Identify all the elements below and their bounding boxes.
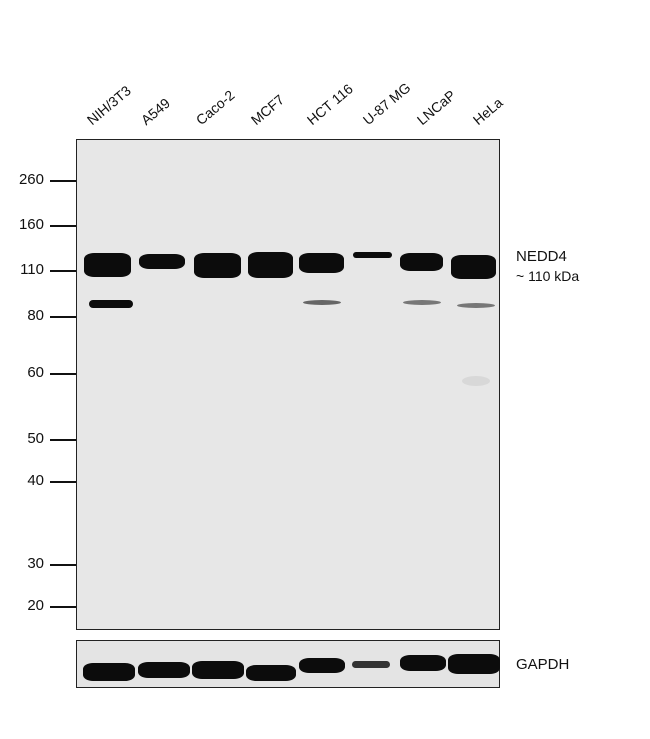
gapdh-blot bbox=[76, 640, 500, 688]
marker-260: 260 bbox=[18, 171, 44, 188]
tick-160 bbox=[50, 225, 76, 227]
gapdh-band-u87mg bbox=[352, 661, 390, 668]
tick-260 bbox=[50, 180, 76, 182]
loading-control-label: GAPDH bbox=[516, 656, 570, 673]
band-mcf7 bbox=[248, 252, 293, 278]
minor-band-hela bbox=[457, 303, 495, 308]
gapdh-band-hela bbox=[448, 654, 500, 674]
tick-40 bbox=[50, 481, 76, 483]
marker-50: 50 bbox=[27, 430, 44, 447]
marker-30: 30 bbox=[27, 555, 44, 572]
band-u87mg bbox=[353, 252, 392, 258]
band-nih3t3 bbox=[84, 253, 131, 277]
band-hct116 bbox=[299, 253, 344, 273]
marker-110: 110 bbox=[20, 261, 44, 278]
gapdh-band-nih3t3 bbox=[83, 663, 135, 681]
tick-110 bbox=[50, 270, 76, 272]
minor-band-nih3t3 bbox=[89, 300, 133, 308]
marker-60: 60 bbox=[27, 364, 44, 381]
tick-20 bbox=[50, 606, 76, 608]
nedd4-blot bbox=[76, 139, 500, 630]
gapdh-band-caco2 bbox=[192, 661, 244, 679]
lane-label-mcf7: MCF7 bbox=[247, 91, 288, 128]
lane-label-lncap: LNCaP bbox=[413, 86, 459, 128]
band-hela bbox=[451, 255, 496, 279]
minor-band-hct116 bbox=[303, 300, 341, 305]
faint-smear-hela bbox=[462, 376, 490, 386]
marker-20: 20 bbox=[27, 597, 44, 614]
marker-160: 160 bbox=[18, 216, 44, 233]
tick-30 bbox=[50, 564, 76, 566]
lane-label-nih3t3: NIH/3T3 bbox=[83, 82, 134, 128]
band-caco2 bbox=[194, 253, 241, 278]
marker-80: 80 bbox=[27, 307, 44, 324]
tick-60 bbox=[50, 373, 76, 375]
gapdh-band-lncap bbox=[400, 655, 446, 671]
marker-40: 40 bbox=[27, 472, 44, 489]
tick-80 bbox=[50, 316, 76, 318]
lane-label-u87mg: U-87 MG bbox=[359, 79, 414, 128]
target-size-label: ~ 110 kDa bbox=[516, 268, 580, 284]
tick-50 bbox=[50, 439, 76, 441]
lane-label-caco2: Caco-2 bbox=[192, 86, 238, 128]
band-a549 bbox=[139, 254, 185, 269]
lane-label-a549: A549 bbox=[137, 94, 174, 128]
gapdh-band-hct116 bbox=[299, 658, 345, 673]
lane-label-hct116: HCT 116 bbox=[303, 80, 356, 128]
band-lncap bbox=[400, 253, 443, 271]
lane-label-hela: HeLa bbox=[469, 94, 506, 128]
gapdh-band-a549 bbox=[138, 662, 190, 678]
minor-band-lncap bbox=[403, 300, 441, 305]
target-label: NEDD4 bbox=[516, 248, 567, 265]
gapdh-band-mcf7 bbox=[246, 665, 296, 681]
